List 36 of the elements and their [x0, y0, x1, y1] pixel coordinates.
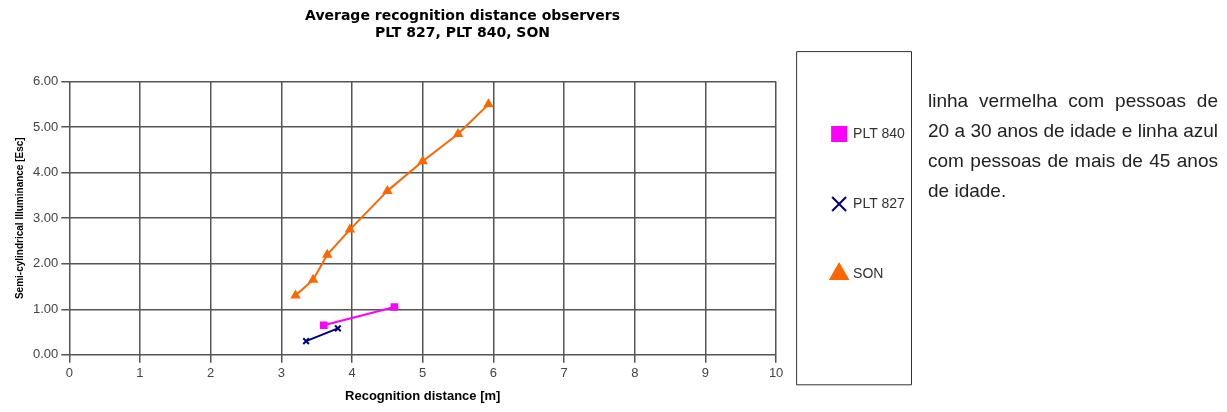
- y-tick-label: 4.00: [32, 164, 59, 180]
- legend-label: SON: [853, 264, 884, 281]
- point: [291, 290, 300, 299]
- y-axis-title: Semi-cylindrical Illuminance [Esc]: [13, 137, 25, 300]
- point: [453, 128, 463, 137]
- text: Average recognition distance observers: [305, 7, 620, 24]
- point: [483, 99, 493, 108]
- y-tick-label: 1.00: [32, 300, 59, 316]
- x-tick-label: 8: [631, 365, 639, 381]
- y-tick-label: 0.00: [32, 346, 59, 362]
- x-tick-label: 2: [207, 365, 215, 381]
- y-tick-label: 3.00: [32, 209, 59, 225]
- x-tick-label: 9: [701, 365, 710, 381]
- point: [345, 224, 355, 233]
- x-tick-label: 0: [65, 365, 73, 381]
- x-tick-label: 7: [560, 365, 568, 381]
- point: [382, 185, 392, 194]
- text: PLT 827, PLT 840, SON: [374, 23, 551, 40]
- x-tick-label: 3: [277, 365, 285, 381]
- y-tick-label: 5.00: [32, 118, 59, 134]
- y-tick-label: 6.00: [32, 73, 59, 89]
- x-tick-label: 5: [419, 365, 427, 381]
- y-tick-label: 2.00: [32, 255, 59, 271]
- legend-label: PLT 827: [853, 194, 905, 211]
- legend-label: PLT 840: [853, 124, 905, 141]
- x-tick-label: 4: [348, 365, 356, 381]
- x-tick-label: 10: [768, 365, 784, 381]
- text: linha vermelha com pessoas de 20 a 30 anos de idade e linha azul com pessoas de mais de 45 anos de idade.: [928, 89, 1218, 203]
- point: [322, 249, 332, 258]
- point: [319, 321, 328, 330]
- x-tick-label: 1: [136, 365, 144, 381]
- x-axis-title: Recognition distance [m]: [345, 387, 501, 403]
- point: [308, 274, 318, 283]
- point: [418, 156, 428, 165]
- point: [390, 303, 399, 311]
- x-tick-label: 6: [489, 365, 498, 381]
